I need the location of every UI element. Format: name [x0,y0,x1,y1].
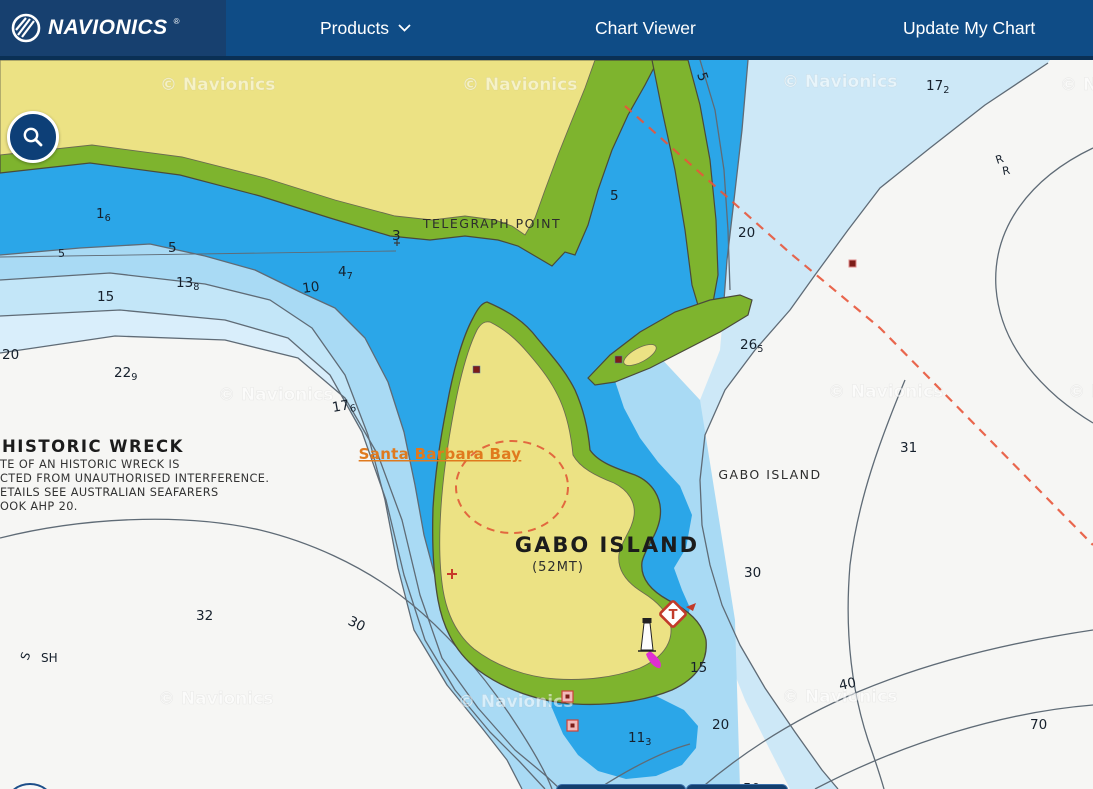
brand-name: NAVIONICS [48,16,168,39]
nav-update-my-chart-label: Update My Chart [903,17,1036,38]
place-label: OOK AHP 20. [0,500,78,513]
depth-sounding: S [18,650,34,662]
lighthouse-icon [638,618,661,669]
watermark: © Navionics [458,692,573,712]
bottom-toolbar-button[interactable] [686,784,788,789]
place-label: CTED FROM UNAUTHORISED INTERFERENCE. [0,472,269,485]
beacon-cross-icon [447,569,457,579]
gabo-island-land [439,321,672,680]
depth-sounding: 20 [712,717,729,733]
place-label: GABO ISLAND [718,467,821,482]
depth-sounding: 20 [738,225,755,241]
watermark: © Navionics [1060,75,1093,95]
depth-sounding: 15 [97,289,114,305]
watermark: © Navionics [782,687,897,707]
watermark: © Navionics [828,382,943,402]
depth-sounding: SH [41,651,58,665]
marker-square-icon [561,690,574,703]
watermark: © Navionics [462,75,577,95]
nav-products[interactable]: Products [320,0,411,56]
rock-symbol [394,240,400,246]
watermark: © Navionics [160,75,275,95]
search-icon [23,127,43,147]
registered-mark: ® [173,16,180,26]
pennant-icon [686,603,696,611]
nav-chart-viewer-label: Chart Viewer [595,17,696,38]
svg-text:T: T [669,608,678,623]
obstruction-icon [614,355,623,364]
depth-sounding: 5 [610,188,619,204]
islet-land [623,344,657,366]
navionics-logo: NAVIONICS ® [10,12,180,44]
place-label: HISTORIC WRECK [2,437,184,456]
depth-sounding: 30 [744,565,761,581]
boundary-dashed-line [624,105,1093,546]
place-label: TE OF AN HISTORIC WRECK IS [0,458,180,471]
mainland-land [0,59,596,236]
nautical-chart-map[interactable]: © Navionics © Navionics © Navionics © Navio… [0,59,1093,789]
obstruction-icon [472,365,481,374]
depth-sounding: R [994,152,1006,167]
search-button[interactable] [7,111,59,163]
chart-symbols: T [394,240,857,732]
depth-contours [0,59,1093,789]
depth-sounding: 5 [58,247,65,260]
water-band-pale [685,60,1050,789]
bottom-toolbar-button[interactable] [556,784,686,789]
watermark: © Navionics [1068,382,1093,402]
chevron-down-icon [398,24,411,32]
depth-sounding: 20 [2,347,19,363]
depth-sounding: 15 [690,660,707,676]
place-label: GABO ISLAND [515,533,699,557]
nav-products-label: Products [320,17,390,38]
depth-sounding: 40 [838,675,858,694]
depth-sounding: 31 [900,440,917,456]
watermark-layer: © Navionics © Navionics © Navionics © Navio… [158,72,1093,713]
place-label: ETAILS SEE AUSTRALIAN SEAFARERS [0,486,219,499]
depth-sounding: 3 [392,228,401,244]
nav-chart-viewer[interactable]: Chart Viewer [595,0,696,56]
small-craft-facility-icon: T [659,600,696,628]
brand-logo-block[interactable]: NAVIONICS ® [0,0,226,56]
depth-sounding: 5 [168,240,177,256]
watermark: © Navionics [158,689,273,709]
nav-update-my-chart[interactable]: Update My Chart [903,0,1035,56]
depth-sounding: 70 [1030,717,1047,733]
obstruction-icon [848,259,857,268]
watermark: © Navionics [782,72,897,92]
place-label: Santa Barbara Bay [359,445,522,463]
chart-canvas[interactable]: © Navionics © Navionics © Navionics © Navio… [0,59,1093,789]
navionics-globe-icon [11,13,41,43]
depth-sounding: R [1001,164,1011,178]
bay-dashed-circle [455,440,569,534]
depth-sounding: 30 [345,613,367,635]
depth-sounding: 10 [301,279,320,297]
depth-sounding: 32 [196,608,213,624]
place-label: TELEGRAPH POINT [422,216,561,231]
place-label: (52MT) [532,560,584,575]
top-navigation-bar: NAVIONICS ® Products Chart Viewer Update… [0,0,1093,60]
place-labels-layer: TELEGRAPH POINT GABO ISLAND (52MT) GABO ISL… [0,216,821,575]
watermark: © Navionics [218,385,333,405]
marker-square-icon [566,719,579,732]
